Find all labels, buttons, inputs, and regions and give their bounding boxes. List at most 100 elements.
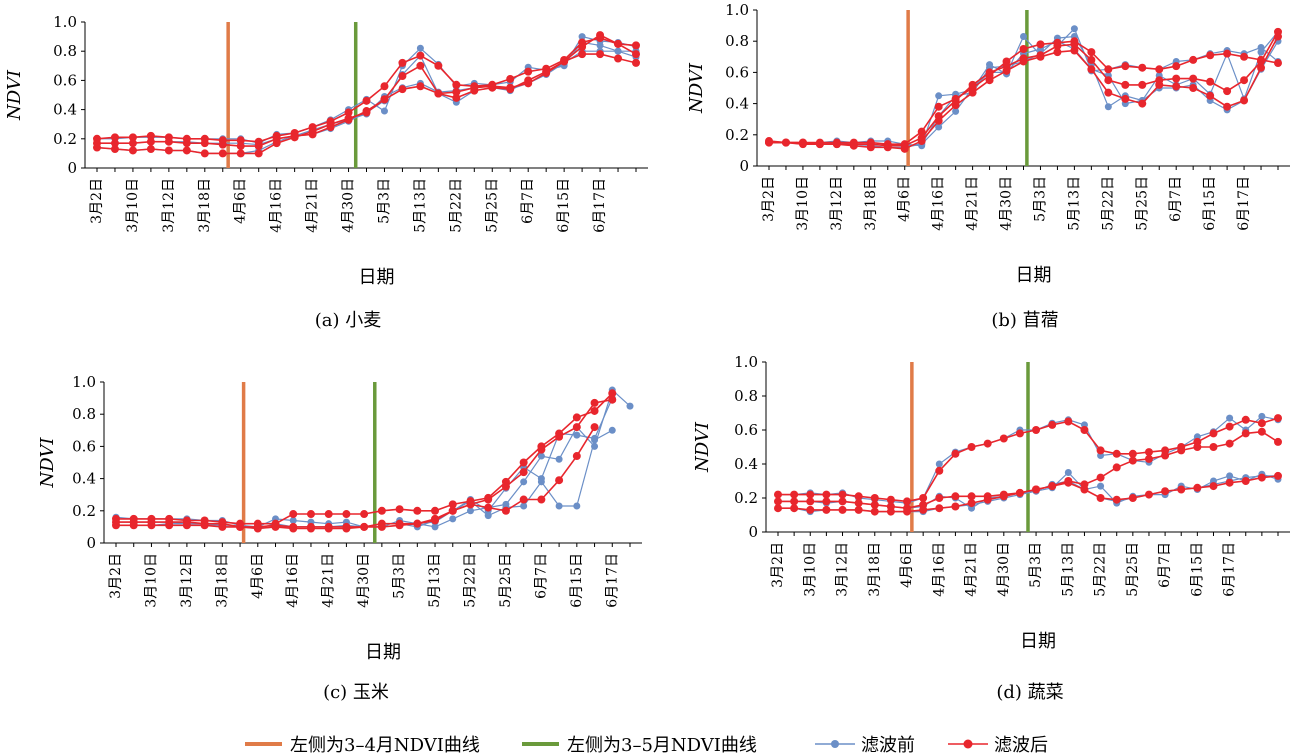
data-point [1121,94,1130,103]
data-point [520,478,528,486]
y-tick-label: 0.8 [72,405,96,423]
data-point [1053,48,1062,57]
data-point [431,506,440,515]
data-point [1274,59,1282,68]
data-point [573,502,581,510]
data-point [951,449,960,458]
data-point [200,521,209,530]
data-point [1257,427,1266,436]
data-point [1223,102,1232,111]
data-point [822,490,831,499]
data-point [596,50,605,59]
data-point [1104,103,1112,111]
data-point [506,74,515,83]
data-point [431,523,439,531]
data-point [398,58,407,67]
data-point [1080,485,1089,494]
panel-caption: (d) 蔬菜 [996,682,1063,703]
data-point [416,44,424,52]
data-point [815,140,824,149]
x-tick-label: 3月12日 [179,553,195,608]
y-tick-label: 0.6 [72,437,96,455]
data-point [983,495,992,504]
data-point [1048,420,1057,429]
data-point [1087,55,1096,64]
x-tick-label: 5月3日 [1032,176,1048,222]
data-point [200,139,209,148]
data-point [626,402,634,410]
data-point [452,80,461,89]
y-tick-label: 1.0 [734,353,758,371]
data-point [968,80,977,89]
data-point [1189,74,1198,83]
data-point [470,83,479,92]
data-point [342,510,351,519]
panel-caption: (a) 小麦 [315,310,382,331]
x-tick-label: 4月21日 [964,542,980,597]
data-point [344,108,353,117]
data-point [1274,437,1282,446]
data-point [919,494,928,502]
data-point [578,33,586,41]
y-tick-label: 0.6 [725,63,749,81]
data-point [1177,446,1186,455]
data-point [1241,429,1250,438]
data-point [1019,45,1028,53]
data-point [1241,415,1250,424]
data-point [934,102,943,111]
data-point [537,495,546,504]
x-tick-label: 4月6日 [250,553,266,599]
data-point [129,521,138,530]
data-point [765,138,773,147]
data-point [900,144,909,153]
data-point [271,522,280,531]
x-tick-label: 5月22日 [462,553,478,608]
x-tick-label: 3月2日 [108,553,124,599]
data-point [289,516,297,524]
y-axis-title: NDVI [37,437,58,489]
data-point [112,521,120,530]
data-point [967,499,976,508]
data-point [798,140,807,149]
x-tick-label: 3月10日 [143,553,159,608]
y-tick-label: 0.4 [734,455,758,473]
data-point [1015,429,1024,438]
data-point [1189,55,1198,64]
x-tick-label: 5月22日 [1093,542,1109,597]
data-point [326,120,335,129]
series-line [97,41,636,146]
data-point [951,492,960,501]
data-point [1138,99,1147,108]
x-tick-label: 3月12日 [161,178,177,233]
data-point [1036,40,1045,49]
data-point [1064,417,1073,426]
data-point [434,89,443,98]
data-point [416,82,425,91]
data-point [1096,473,1105,482]
data-point [774,490,782,499]
x-tick-label: 5月3日 [392,553,408,599]
data-point [416,51,425,60]
data-point [254,149,263,158]
legend-after-marker [963,739,973,749]
y-tick-label: 0.4 [72,470,96,488]
series-after [93,50,640,158]
y-axis-title: NDVI [692,421,713,473]
x-axis-title: 日期 [1020,631,1056,652]
x-tick-label: 4月6日 [899,542,915,588]
chart-panel-1: 0 0.2 0.4 0.6 0.8 1.0 3月2日 3月10日 3月12日 3月18日 4月6日 4… [686,1,1290,331]
x-tick-label: 6月17日 [1236,176,1252,231]
data-point [1172,82,1181,91]
chart-panel-3: 0 0.2 0.4 0.6 0.8 1.0 3月2日 3月10日 3月12日 3月18日 4月6日 4… [692,353,1290,703]
data-point [448,506,457,515]
data-point [542,69,551,78]
data-point [1002,66,1011,75]
x-tick-label: 4月30日 [356,553,372,608]
data-point [1274,414,1282,423]
data-point [110,139,119,148]
x-tick-label: 3月2日 [770,542,786,588]
data-point [519,458,528,467]
data-point [218,149,227,158]
data-point [93,143,101,152]
x-tick-label: 3月10日 [125,178,141,233]
